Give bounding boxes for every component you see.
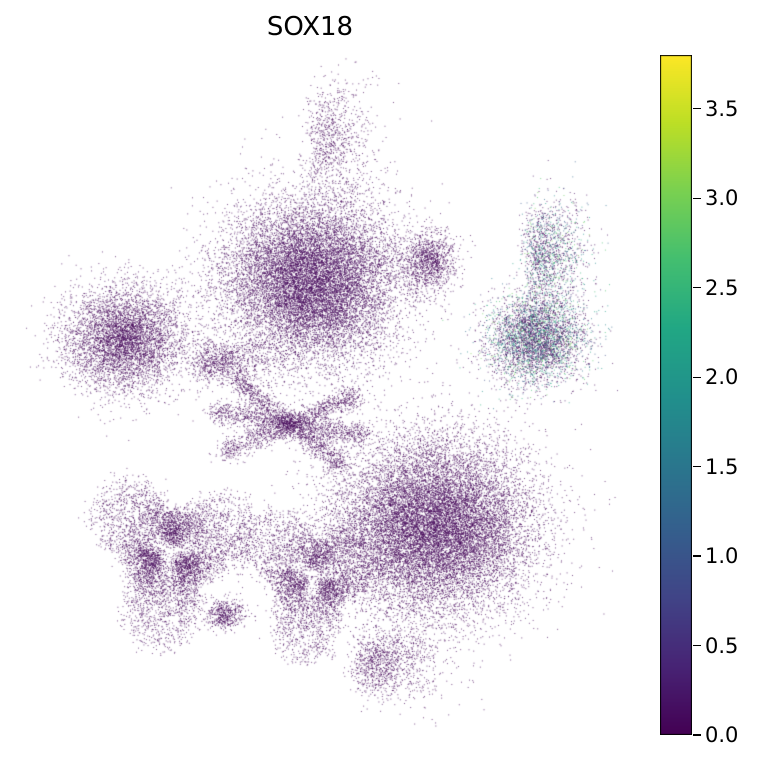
colorbar-tick-label: 1.5 bbox=[705, 455, 738, 479]
colorbar-tick-label: 0.0 bbox=[705, 723, 738, 747]
colorbar-tick-label: 3.0 bbox=[705, 186, 738, 210]
colorbar-tick bbox=[693, 287, 701, 288]
colorbar-tick bbox=[693, 377, 701, 378]
figure: SOX18 0.0 0.5 1.0 1.5 2.0 2.5 3.0 3.5 bbox=[0, 0, 759, 765]
colorbar-gradient bbox=[660, 55, 692, 735]
colorbar-tick bbox=[693, 645, 701, 646]
colorbar: 0.00.51.01.52.02.53.03.5 bbox=[660, 55, 750, 735]
colorbar-tick-label: 3.5 bbox=[705, 97, 738, 121]
colorbar-tick-label: 2.5 bbox=[705, 276, 738, 300]
colorbar-tick bbox=[693, 734, 701, 735]
colorbar-tick bbox=[693, 198, 701, 199]
colorbar-tick bbox=[693, 108, 701, 109]
colorbar-tick bbox=[693, 466, 701, 467]
chart-title: SOX18 bbox=[0, 12, 620, 42]
colorbar-tick bbox=[693, 555, 701, 556]
colorbar-tick-label: 1.0 bbox=[705, 544, 738, 568]
colorbar-tick-label: 0.5 bbox=[705, 634, 738, 658]
scatter-plot bbox=[20, 50, 620, 730]
colorbar-tick-label: 2.0 bbox=[705, 365, 738, 389]
